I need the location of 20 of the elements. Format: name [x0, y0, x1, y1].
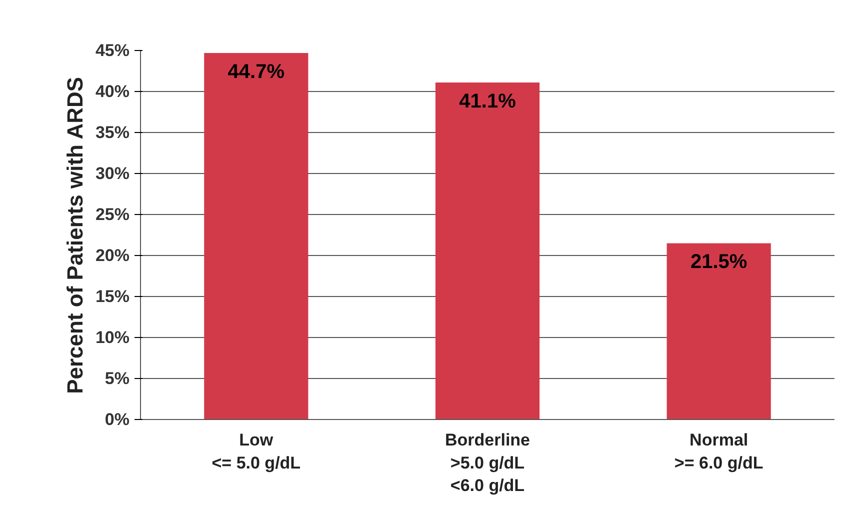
data-label: 21.5%	[690, 251, 748, 274]
x-tick-label: Normal >= 6.0 g/dL	[674, 430, 764, 472]
y-tick-label: 10%	[95, 328, 130, 347]
y-tick-label: 25%	[95, 205, 130, 224]
bar	[204, 52, 308, 420]
y-axis-title: Percent of Patients with ARDS	[62, 76, 88, 394]
y-tick-label: 30%	[95, 164, 130, 183]
data-label: 44.7%	[228, 60, 285, 83]
x-tick-label: Borderline >5.0 g/dL <6.0 g/dL	[444, 430, 530, 496]
y-tick-label: 5%	[104, 369, 130, 388]
y-tick-label: 0%	[104, 410, 130, 429]
y-tick-label: 20%	[95, 246, 130, 265]
y-tick-label: 15%	[95, 287, 130, 306]
data-label: 41.1%	[459, 90, 516, 112]
y-tick-label: 35%	[95, 123, 130, 142]
bar	[666, 243, 771, 420]
x-tick-label: Low <= 5.0 g/dL	[212, 430, 301, 472]
y-tick-label: 45%	[95, 41, 130, 60]
y-tick-label: 40%	[95, 82, 130, 101]
bar	[435, 82, 540, 420]
